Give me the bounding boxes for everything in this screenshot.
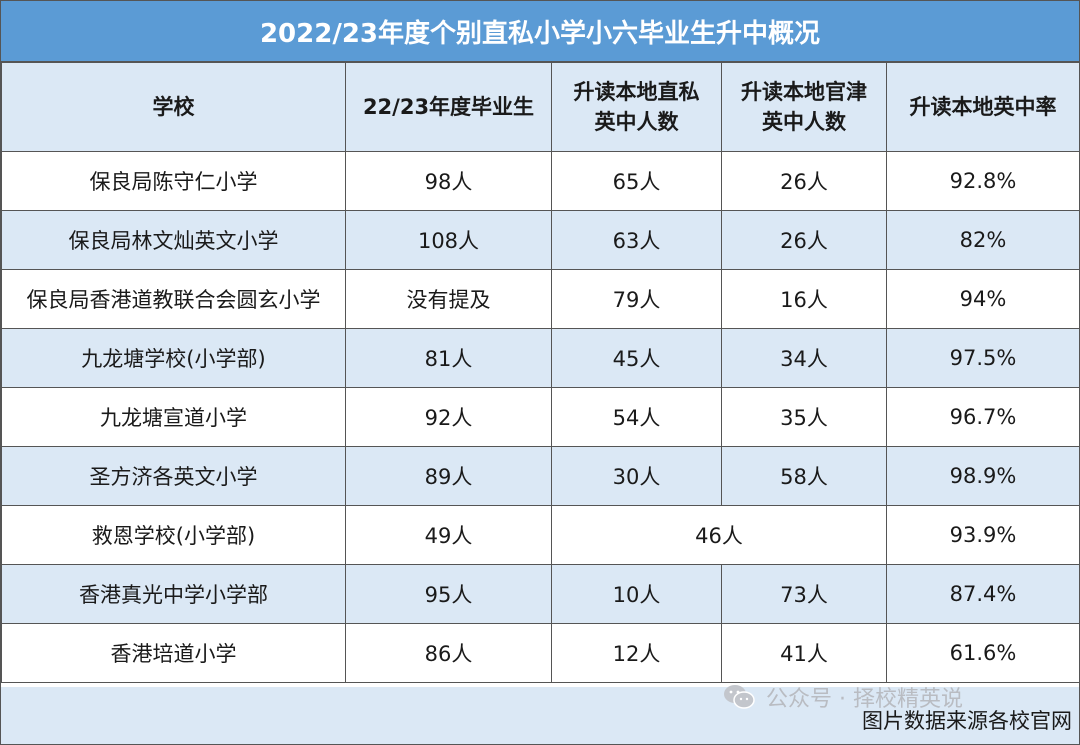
gov-cell: 41人 — [721, 623, 887, 683]
graduates-cell: 98人 — [345, 151, 552, 211]
school-cell: 保良局林文灿英文小学 — [1, 210, 346, 270]
graduates-cell: 没有提及 — [345, 269, 552, 329]
watermark: 公众号 · 择校精英说 — [722, 680, 963, 714]
table-row: 香港真光中学小学部 95人 10人 73人 87.4% — [1, 564, 1080, 624]
gov-cell: 16人 — [721, 269, 887, 329]
merged-count-cell: 46人 — [551, 505, 887, 565]
school-cell: 圣方济各英文小学 — [1, 446, 346, 506]
gov-cell: 73人 — [721, 564, 887, 624]
header-graduates: 22/23年度毕业生 — [345, 62, 552, 152]
graduates-cell: 86人 — [345, 623, 552, 683]
source-note: 图片数据来源各校官网 — [862, 709, 1072, 733]
rate-cell: 94% — [886, 269, 1080, 329]
gov-cell: 58人 — [721, 446, 887, 506]
gov-cell: 26人 — [721, 210, 887, 270]
dss-cell: 10人 — [551, 564, 722, 624]
wechat-icon — [724, 685, 755, 709]
dss-cell: 30人 — [551, 446, 722, 506]
dss-cell: 45人 — [551, 328, 722, 388]
table-row: 救恩学校(小学部) 49人 46人 93.9% — [1, 505, 1080, 565]
header-dss-count: 升读本地直私 英中人数 — [551, 62, 722, 152]
table-row: 保良局林文灿英文小学 108人 63人 26人 82% — [1, 210, 1080, 270]
rate-cell: 82% — [886, 210, 1080, 270]
dss-cell: 63人 — [551, 210, 722, 270]
school-cell: 九龙塘宣道小学 — [1, 387, 346, 447]
admission-table: 学校 22/23年度毕业生 升读本地直私 英中人数 升读本地官津 英中人数 升读本地… — [1, 62, 1080, 683]
table-row: 九龙塘宣道小学 92人 54人 35人 96.7% — [1, 387, 1080, 447]
school-cell: 保良局陈守仁小学 — [1, 151, 346, 211]
gov-cell: 26人 — [721, 151, 887, 211]
watermark-text: 公众号 · 择校精英说 — [766, 687, 963, 712]
header-rate: 升读本地英中率 — [886, 62, 1080, 152]
rate-cell: 92.8% — [886, 151, 1080, 211]
rate-cell: 87.4% — [886, 564, 1080, 624]
header-row: 学校 22/23年度毕业生 升读本地直私 英中人数 升读本地官津 英中人数 升读本地… — [1, 62, 1080, 152]
table-row: 保良局陈守仁小学 98人 65人 26人 92.8% — [1, 151, 1080, 211]
graduates-cell: 81人 — [345, 328, 552, 388]
table-title: 2022/23年度个别直私小学小六毕业生升中概况 — [1, 1, 1079, 62]
gov-cell: 34人 — [721, 328, 887, 388]
school-cell: 保良局香港道教联合会圆玄小学 — [1, 269, 346, 329]
rate-cell: 97.5% — [886, 328, 1080, 388]
school-cell: 救恩学校(小学部) — [1, 505, 346, 565]
table-row: 香港培道小学 86人 12人 41人 61.6% — [1, 623, 1080, 683]
table-row: 保良局香港道教联合会圆玄小学 没有提及 79人 16人 94% — [1, 269, 1080, 329]
school-cell: 香港真光中学小学部 — [1, 564, 346, 624]
school-cell: 九龙塘学校(小学部) — [1, 328, 346, 388]
table-footer — [1, 687, 1079, 744]
rate-cell: 61.6% — [886, 623, 1080, 683]
graduates-cell: 92人 — [345, 387, 552, 447]
dss-cell: 65人 — [551, 151, 722, 211]
graduates-cell: 49人 — [345, 505, 552, 565]
graduates-cell: 95人 — [345, 564, 552, 624]
dss-cell: 79人 — [551, 269, 722, 329]
graduates-cell: 108人 — [345, 210, 552, 270]
rate-cell: 93.9% — [886, 505, 1080, 565]
header-school: 学校 — [1, 62, 346, 152]
header-gov-count: 升读本地官津 英中人数 — [721, 62, 887, 152]
dss-cell: 12人 — [551, 623, 722, 683]
table-row: 九龙塘学校(小学部) 81人 45人 34人 97.5% — [1, 328, 1080, 388]
rate-cell: 98.9% — [886, 446, 1080, 506]
rate-cell: 96.7% — [886, 387, 1080, 447]
gov-cell: 35人 — [721, 387, 887, 447]
graduates-cell: 89人 — [345, 446, 552, 506]
school-cell: 香港培道小学 — [1, 623, 346, 683]
table-row: 圣方济各英文小学 89人 30人 58人 98.9% — [1, 446, 1080, 506]
dss-cell: 54人 — [551, 387, 722, 447]
